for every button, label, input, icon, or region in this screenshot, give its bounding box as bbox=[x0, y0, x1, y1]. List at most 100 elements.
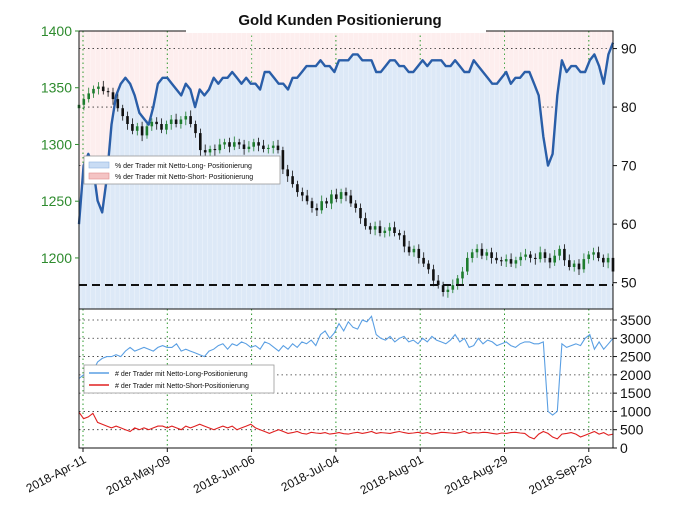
short-count-line bbox=[78, 411, 614, 440]
left-tick-label: 1350 bbox=[41, 80, 72, 96]
bottom-right-tick-label: 500 bbox=[620, 422, 644, 438]
left-tick-label: 1300 bbox=[41, 136, 72, 152]
candle-body bbox=[291, 176, 294, 185]
left-tick-label: 1250 bbox=[41, 193, 72, 209]
candle-body bbox=[490, 252, 493, 258]
candle-body bbox=[470, 252, 474, 258]
candle-body bbox=[538, 252, 542, 260]
candle-body bbox=[87, 93, 90, 100]
candle-body bbox=[169, 119, 173, 124]
candle-body bbox=[82, 99, 86, 105]
series-lines bbox=[77, 42, 615, 440]
candle-body bbox=[189, 116, 192, 124]
candle-body bbox=[364, 218, 367, 227]
top-legend-box bbox=[83, 155, 281, 185]
long-percent-line bbox=[77, 42, 615, 225]
candle-body bbox=[310, 201, 314, 208]
candle-body bbox=[116, 99, 120, 109]
chart-title: Gold Kunden Positionierung bbox=[238, 12, 441, 29]
candle-body bbox=[296, 184, 299, 193]
candle-body bbox=[461, 271, 464, 279]
candle-body bbox=[359, 208, 362, 219]
candle-body bbox=[305, 195, 309, 202]
candle-body bbox=[155, 121, 158, 125]
candle-body bbox=[388, 227, 391, 231]
candle-body bbox=[480, 248, 484, 256]
legend-swatch-long-percent bbox=[88, 161, 110, 169]
candle-body bbox=[208, 149, 212, 153]
candle-body bbox=[432, 269, 435, 281]
candle-body bbox=[101, 86, 105, 92]
x-tick-label: 2018-Apr-11 bbox=[24, 452, 89, 495]
candle-body bbox=[548, 257, 552, 263]
candle-body bbox=[140, 126, 144, 136]
x-tick-label: 2018-May-09 bbox=[104, 452, 173, 498]
long-count-line bbox=[78, 315, 614, 416]
candle-body bbox=[572, 263, 576, 267]
candle-body bbox=[257, 142, 260, 146]
bottom-right-tick-label: 1500 bbox=[620, 385, 651, 401]
candle-body bbox=[145, 126, 149, 136]
candle-body bbox=[436, 280, 440, 286]
candle-body bbox=[203, 150, 207, 153]
candle-body bbox=[466, 257, 469, 272]
candle-body bbox=[174, 119, 178, 124]
candle-body bbox=[97, 86, 100, 89]
candle-body bbox=[534, 257, 537, 259]
candle-body bbox=[500, 260, 503, 262]
candle-body bbox=[378, 226, 382, 233]
candle-body bbox=[271, 145, 275, 148]
candle-body bbox=[495, 257, 498, 261]
candle-body bbox=[301, 192, 304, 196]
candle-body bbox=[150, 121, 154, 127]
x-tick-label: 2018-Aug-01 bbox=[358, 452, 426, 497]
x-tick-label: 2018-Sep-26 bbox=[526, 452, 594, 497]
candle-body bbox=[199, 133, 202, 151]
legend-label-short-count: # der Trader mit Netto-Short-Positionier… bbox=[115, 383, 249, 390]
candle-body bbox=[160, 124, 163, 130]
candle-body bbox=[106, 91, 110, 93]
right-tick-label: 80 bbox=[621, 99, 637, 115]
candle-body bbox=[237, 142, 241, 145]
candle-body bbox=[121, 108, 124, 117]
candle-body bbox=[451, 285, 455, 290]
candle-body bbox=[509, 259, 513, 264]
candle-body bbox=[218, 144, 222, 151]
candle-body bbox=[165, 124, 168, 130]
candle-body bbox=[514, 260, 518, 264]
candle-body bbox=[412, 248, 416, 253]
candle-body bbox=[563, 248, 566, 261]
candle-body bbox=[519, 256, 522, 261]
candle-body bbox=[184, 116, 188, 120]
candle-body bbox=[267, 147, 270, 149]
candle-body bbox=[335, 194, 338, 199]
candle-body bbox=[587, 254, 590, 259]
candle-body bbox=[446, 289, 450, 292]
candle-body bbox=[223, 142, 226, 145]
candle-body bbox=[543, 252, 547, 258]
candle-body bbox=[558, 248, 561, 256]
candle-body bbox=[383, 230, 387, 233]
candle-body bbox=[315, 208, 319, 211]
candle-body bbox=[606, 257, 610, 263]
candle-body bbox=[529, 254, 532, 258]
candle-body bbox=[281, 150, 285, 170]
candle-body bbox=[92, 88, 95, 94]
x-tick-label: 2018-Jun-06 bbox=[191, 452, 257, 496]
candle-body bbox=[344, 192, 348, 196]
candle-body bbox=[577, 263, 581, 270]
candle-body bbox=[582, 259, 586, 270]
top-legend: % der Trader mit Netto-Long- Positionier… bbox=[83, 155, 281, 185]
candle-body bbox=[286, 169, 289, 177]
candle-body bbox=[111, 92, 115, 100]
legend-swatch-short-percent bbox=[88, 172, 110, 180]
long-percent-area bbox=[79, 31, 613, 309]
candle-body bbox=[602, 257, 605, 263]
candle-body bbox=[422, 257, 425, 264]
candle-body bbox=[524, 254, 527, 257]
candle-body bbox=[247, 146, 251, 149]
candle-body bbox=[398, 233, 401, 236]
candle-body bbox=[339, 192, 343, 199]
right-tick-label: 60 bbox=[621, 216, 637, 232]
candle-body bbox=[504, 259, 508, 262]
